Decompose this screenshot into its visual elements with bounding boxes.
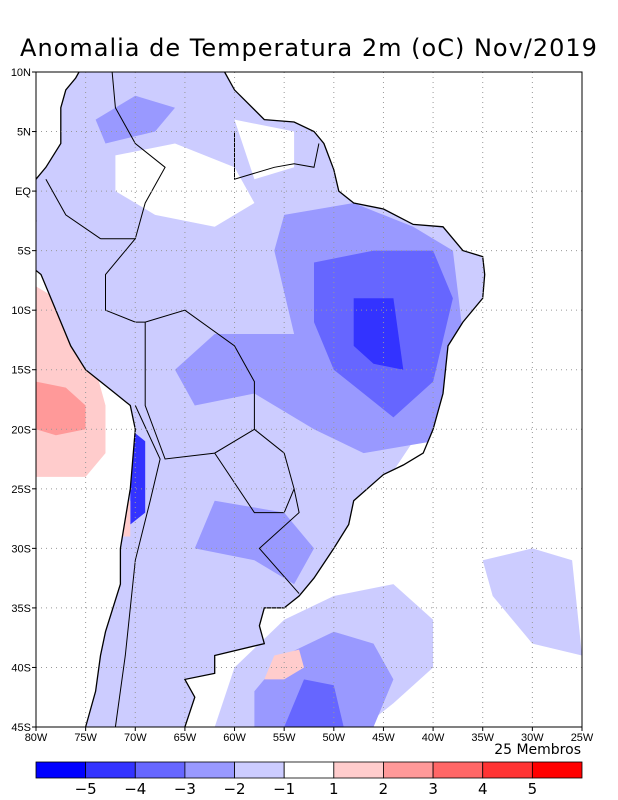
lon-label: 40W bbox=[422, 732, 445, 744]
lat-label: 30S bbox=[11, 543, 31, 555]
lat-label: 20S bbox=[11, 424, 31, 436]
lat-label: 5S bbox=[18, 246, 31, 258]
atlantic-warm-spot bbox=[264, 649, 304, 680]
colorbar-label: −2 bbox=[223, 780, 245, 798]
country-border-7 bbox=[114, 405, 161, 727]
lon-label: 75W bbox=[74, 732, 97, 744]
lat-label: 5N bbox=[17, 127, 31, 139]
colorbar-swatch bbox=[234, 761, 285, 779]
lon-label: 70W bbox=[124, 732, 147, 744]
land-neutral-guiana bbox=[234, 119, 295, 180]
map-title: Anomalia de Temperatura 2m (oC) Nov/2019 bbox=[20, 34, 598, 62]
colorbar-swatch bbox=[35, 761, 87, 779]
lon-label: 50W bbox=[323, 732, 346, 744]
coastline bbox=[36, 72, 486, 727]
lon-label: 60W bbox=[223, 732, 246, 744]
lon-label: 30W bbox=[521, 732, 544, 744]
lon-label: 35W bbox=[471, 732, 494, 744]
lon-label: 65W bbox=[174, 732, 197, 744]
lat-label: 40S bbox=[11, 662, 31, 674]
lon-label: 55W bbox=[273, 732, 296, 744]
andes-cold-strip bbox=[130, 429, 146, 525]
lat-label: 25S bbox=[11, 484, 31, 496]
country-border-3 bbox=[214, 428, 295, 514]
land-cold-south bbox=[194, 500, 314, 585]
land-coldest-core bbox=[353, 298, 404, 370]
lat-label: EQ bbox=[15, 186, 31, 198]
colorbar-label: 2 bbox=[379, 780, 389, 798]
atlantic-colder-patch bbox=[284, 679, 344, 727]
colorbar-swatch bbox=[333, 761, 384, 779]
colorbar-swatch bbox=[283, 761, 335, 779]
members-label: 25 Membros bbox=[494, 742, 581, 758]
lat-label: 45S bbox=[11, 722, 31, 734]
colorbar-swatch bbox=[482, 761, 533, 779]
colorbar-label: 4 bbox=[478, 780, 488, 798]
lat-label: 15S bbox=[11, 365, 31, 377]
country-border-6 bbox=[45, 178, 101, 240]
colorbar-swatch bbox=[184, 761, 235, 779]
colorbar-swatch bbox=[134, 761, 186, 779]
lon-label: 80W bbox=[25, 732, 48, 744]
south-atlantic-east-patch bbox=[482, 548, 582, 656]
lat-label: 10N bbox=[11, 67, 31, 79]
map-frame bbox=[35, 71, 583, 728]
land-neutral-north bbox=[115, 143, 255, 227]
colorbar-label: −4 bbox=[124, 780, 146, 798]
colorbar-label: −5 bbox=[75, 780, 97, 798]
colorbar-label: 5 bbox=[528, 780, 538, 798]
colorbar-swatch bbox=[383, 761, 434, 779]
colorbar-swatch bbox=[85, 761, 136, 779]
colorbar-label: −3 bbox=[174, 780, 196, 798]
colorbar-label: 1 bbox=[329, 780, 339, 798]
country-border-5 bbox=[234, 131, 320, 180]
country-border-4 bbox=[258, 488, 300, 594]
lat-label: 10S bbox=[11, 305, 31, 317]
country-border-2 bbox=[105, 238, 146, 323]
colorbar-label: 3 bbox=[428, 780, 438, 798]
colorbar-label: −1 bbox=[273, 780, 295, 798]
pacific-warm-core bbox=[36, 381, 86, 436]
lat-label: 35S bbox=[11, 603, 31, 615]
colorbar-swatch bbox=[531, 761, 583, 779]
colorbar-swatch bbox=[432, 761, 484, 779]
lon-label: 45W bbox=[372, 732, 395, 744]
map-layer bbox=[36, 72, 582, 727]
lon-label: 25W bbox=[571, 732, 594, 744]
